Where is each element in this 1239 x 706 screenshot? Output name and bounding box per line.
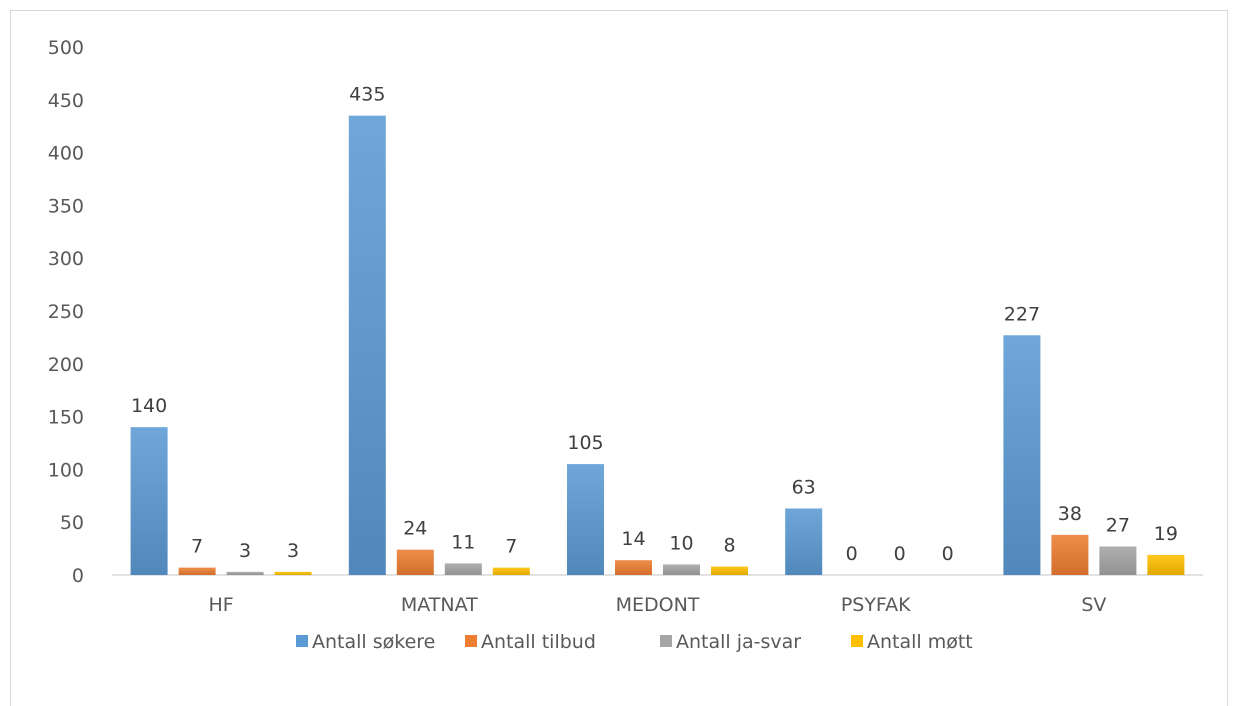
legend-label: Antall ja-svar (676, 631, 801, 653)
data-label: 7 (505, 536, 517, 558)
data-label: 0 (894, 543, 906, 565)
x-tick-label: MEDONT (616, 594, 700, 616)
bar (396, 549, 434, 575)
bar (663, 564, 700, 575)
y-tick-label: 500 (48, 37, 84, 59)
legend-swatch (851, 635, 863, 647)
bar (178, 567, 216, 575)
bar (492, 567, 530, 575)
data-label: 8 (723, 535, 735, 557)
data-label: 0 (846, 543, 858, 565)
data-label: 63 (792, 476, 816, 498)
bars (130, 115, 1185, 575)
y-tick-label: 250 (48, 301, 84, 323)
bar (1147, 554, 1185, 575)
bar (130, 427, 168, 575)
legend-label: Antall søkere (312, 631, 435, 653)
data-label: 7 (191, 536, 203, 558)
legend-swatch (465, 635, 477, 647)
data-label: 24 (403, 518, 427, 540)
bar (1003, 335, 1041, 575)
x-tick-label: MATNAT (401, 594, 478, 616)
bar (444, 563, 482, 575)
data-label: 3 (287, 540, 299, 562)
data-label: 10 (669, 532, 693, 554)
y-tick-label: 450 (48, 90, 84, 112)
data-label: 105 (567, 432, 603, 454)
data-labels: 140 7 3 3 435 24 11 7 105 14 10 8 63 0 0 0 227 38 27 19 (131, 84, 1178, 565)
bar (226, 571, 264, 575)
data-label: 3 (239, 540, 251, 562)
data-label: 38 (1058, 503, 1082, 525)
x-tick-label: SV (1081, 594, 1106, 616)
bar (615, 560, 652, 575)
y-tick-label: 350 (48, 195, 84, 217)
data-label: 435 (349, 84, 385, 106)
bar (1099, 546, 1137, 575)
x-tick-label: PSYFAK (841, 594, 911, 616)
data-label: 27 (1106, 514, 1130, 536)
y-tick-label: 0 (72, 565, 84, 587)
x-axis: HF MATNAT MEDONT PSYFAK SV (208, 594, 1106, 616)
x-tick-label: HF (208, 594, 233, 616)
y-tick-label: 400 (48, 143, 84, 165)
y-tick-label: 300 (48, 248, 84, 270)
bar (785, 508, 823, 575)
bar (711, 566, 748, 575)
y-tick-label: 50 (60, 512, 84, 534)
y-axis: 0 50 100 150 200 250 300 350 400 450 500 (48, 37, 84, 587)
y-tick-label: 150 (48, 407, 84, 429)
data-label: 0 (942, 543, 954, 565)
bar (274, 571, 312, 575)
data-label: 11 (451, 531, 475, 553)
y-tick-label: 100 (48, 459, 84, 481)
legend-swatch (660, 635, 672, 647)
bar (1051, 534, 1089, 575)
data-label: 227 (1004, 303, 1040, 325)
chart-frame (10, 10, 1228, 706)
y-tick-label: 200 (48, 354, 84, 376)
bar (348, 115, 386, 575)
legend-label: Antall møtt (867, 631, 973, 653)
data-label: 14 (621, 528, 645, 550)
legend: Antall søkere Antall tilbud Antall ja-svar… (296, 631, 973, 653)
data-label: 19 (1154, 523, 1178, 545)
data-label: 140 (131, 395, 167, 417)
legend-label: Antall tilbud (481, 631, 596, 653)
legend-swatch (296, 635, 308, 647)
bar (567, 464, 604, 575)
